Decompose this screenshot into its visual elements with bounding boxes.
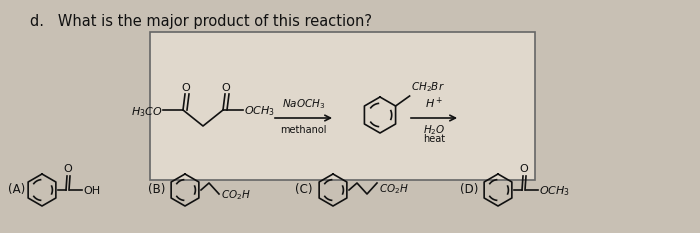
Text: (B): (B) xyxy=(148,184,165,196)
Text: $H^+$: $H^+$ xyxy=(425,96,443,111)
Text: $OCH_3$: $OCH_3$ xyxy=(539,184,570,198)
Text: OH: OH xyxy=(83,186,100,196)
Text: O: O xyxy=(222,83,230,93)
Text: (C): (C) xyxy=(295,184,312,196)
Text: $OCH_3$: $OCH_3$ xyxy=(244,104,275,118)
Text: O: O xyxy=(519,164,528,174)
Text: methanol: methanol xyxy=(280,125,327,135)
Text: $CH_2Br$: $CH_2Br$ xyxy=(411,80,444,94)
Text: O: O xyxy=(181,83,190,93)
Text: $CO_2H$: $CO_2H$ xyxy=(221,188,251,202)
Text: (D): (D) xyxy=(460,184,478,196)
Bar xyxy=(150,32,535,180)
Text: $CO_2H$: $CO_2H$ xyxy=(379,182,409,196)
Text: O: O xyxy=(64,164,72,174)
Text: $NaOCH_3$: $NaOCH_3$ xyxy=(282,97,326,111)
Text: (A): (A) xyxy=(8,184,25,196)
Text: d.   What is the major product of this reaction?: d. What is the major product of this rea… xyxy=(30,14,372,29)
Text: heat: heat xyxy=(423,134,445,144)
Text: $H_2O$: $H_2O$ xyxy=(423,123,445,137)
Text: $H_3CO$: $H_3CO$ xyxy=(132,105,163,119)
